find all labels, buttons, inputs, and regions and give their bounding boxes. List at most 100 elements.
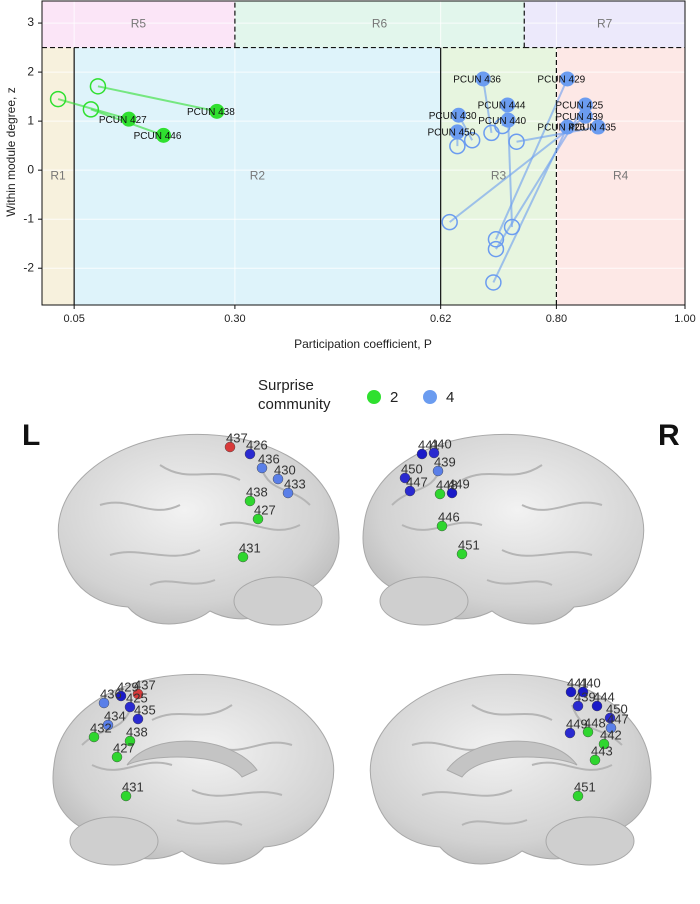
connector — [492, 126, 569, 283]
cerebellum — [379, 576, 469, 626]
brain-node-label: 426 — [246, 437, 268, 452]
brain-node — [564, 727, 576, 739]
brain-node — [404, 485, 416, 497]
point-label: PCUN 446 — [134, 131, 182, 142]
connector — [57, 98, 130, 121]
brain-node-label: 451 — [574, 779, 596, 794]
brain-view — [369, 673, 652, 866]
region — [556, 47, 685, 305]
cerebellum — [545, 816, 635, 866]
corpus-callosum — [446, 740, 578, 778]
brain-node-label: 434 — [104, 708, 126, 723]
x-tick-label: 0.80 — [546, 313, 567, 325]
brain-node-label: 431 — [122, 779, 144, 794]
brain-node — [237, 551, 249, 563]
region-label: R5 — [131, 16, 147, 30]
point — [500, 97, 516, 113]
brain-node-label: 444 — [593, 689, 615, 704]
brain-node-label: 442 — [600, 727, 622, 742]
brain-node — [399, 472, 411, 484]
brain-node-label: 449 — [566, 716, 588, 731]
point-hollow — [503, 218, 521, 236]
legend-marker — [423, 390, 437, 404]
brain-node — [115, 690, 127, 702]
brain-node-label: 436 — [100, 686, 122, 701]
point — [590, 119, 606, 135]
brain-node — [272, 473, 284, 485]
point-label: PCUN 430 — [429, 111, 477, 122]
point-hollow — [89, 78, 107, 95]
point — [559, 71, 575, 87]
brain-node-label: 438 — [126, 724, 148, 739]
brain-node — [589, 754, 601, 766]
region — [524, 1, 685, 48]
x-tick-label: 0.05 — [63, 313, 84, 325]
brain-node-label: 448 — [584, 715, 606, 730]
hemisphere-label: L — [22, 419, 40, 452]
point — [500, 112, 516, 128]
legend-label: 4 — [446, 389, 454, 406]
brain-node-label: 447 — [406, 474, 428, 489]
brain-node-label: 447 — [607, 711, 629, 726]
connector — [516, 126, 599, 143]
point-hollow — [487, 240, 505, 258]
region-label: R2 — [250, 168, 266, 182]
legend-marker — [367, 390, 381, 404]
brain-node-label: 433 — [284, 476, 306, 491]
brain-node-label: 437 — [134, 677, 156, 692]
region — [74, 47, 441, 305]
point-hollow — [49, 90, 67, 108]
brain-node — [244, 448, 256, 460]
hemisphere-label: R — [658, 419, 680, 452]
point-hollow — [487, 231, 505, 248]
brain-node-label: 443 — [591, 743, 613, 758]
point — [559, 119, 575, 135]
brain-node — [124, 701, 136, 713]
y-tick-label: -2 — [23, 260, 34, 274]
brain-node — [416, 448, 428, 460]
brain-node — [432, 465, 444, 477]
brain-node — [572, 700, 584, 712]
brain-node — [256, 462, 268, 474]
point-hollow — [508, 133, 525, 150]
point — [209, 103, 225, 119]
point-label: PCUN 429 — [537, 75, 585, 86]
point-hollow — [485, 274, 502, 291]
brain-node — [577, 686, 589, 698]
region-label: R6 — [372, 16, 388, 30]
region — [234, 1, 525, 48]
cerebellum — [69, 816, 159, 866]
point-hollow — [441, 213, 458, 231]
region — [42, 47, 75, 305]
brain-node — [591, 700, 603, 712]
brain-node-label: 436 — [258, 451, 280, 466]
y-axis-label: Within module degree, z — [4, 87, 18, 216]
y-tick-label: 3 — [27, 15, 34, 29]
cerebellum — [233, 576, 323, 626]
brain-node-label: 440 — [430, 436, 452, 451]
point-label: PCUN 439 — [555, 112, 603, 123]
brain-node-label: 450 — [606, 701, 628, 716]
brain-node — [572, 790, 584, 802]
legend-label: 2 — [390, 389, 398, 406]
y-tick-label: 0 — [27, 162, 34, 176]
brain-node — [252, 513, 264, 525]
point-label: PCUN 440 — [478, 116, 526, 127]
point-hollow — [82, 101, 100, 118]
brain-node-label: 431 — [239, 540, 261, 555]
y-tick-label: 1 — [27, 113, 34, 127]
point-label: PCUN 444 — [478, 101, 526, 112]
brain-node — [598, 738, 610, 750]
brain-node-label: 427 — [113, 740, 135, 755]
x-axis-label: Participation coefficient, P — [294, 337, 432, 351]
brain-node — [605, 722, 617, 734]
point-label: PCUN 438 — [187, 107, 235, 118]
point — [156, 127, 172, 143]
brain-node-label: 448 — [436, 477, 458, 492]
brain-node-label: 439 — [574, 689, 596, 704]
sulci — [99, 464, 311, 586]
brain-view — [362, 433, 645, 626]
point — [121, 111, 137, 127]
region-label: R3 — [491, 168, 507, 182]
